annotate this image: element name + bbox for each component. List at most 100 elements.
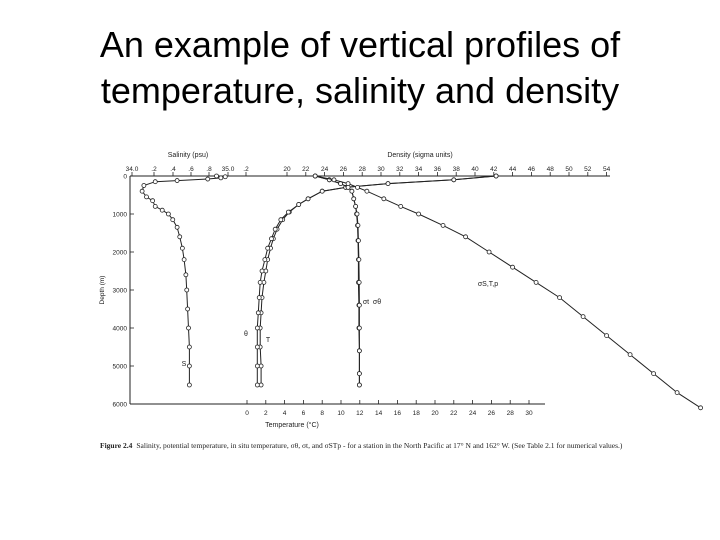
density-tick-label: 48 [547,166,555,173]
series-point-5 [345,181,351,187]
temperature-tick-label: 24 [469,410,477,417]
series-point-0 [152,203,158,209]
density-tick-label: 54 [603,166,611,173]
series-point-2 [278,217,284,223]
series-point-4 [351,196,357,202]
temperature-tick-label: 12 [356,410,364,417]
series-point-2 [451,177,457,183]
series-point-5 [312,173,318,179]
series-point-0 [185,306,191,312]
series-point-4 [356,382,362,388]
plot-frame [129,175,610,405]
temperature-tick-label: 4 [283,410,287,417]
density-tick-label: 52 [584,166,592,173]
series-point-2 [305,196,311,202]
density-tick-label: 22 [302,166,310,173]
series-point-5 [364,188,370,194]
series-point-4 [354,211,360,217]
series-point-2 [385,181,391,187]
series-point-5 [533,279,539,285]
series-point-2 [262,257,268,263]
density-tick-label: 20 [283,166,291,173]
density-tick-label: 24 [321,166,329,173]
slide-title-line-1: An example of vertical profiles of [99,24,621,65]
series-point-2 [319,188,325,194]
temperature-tick-label: 28 [507,410,515,417]
series-point-4 [356,302,362,308]
caption-text: Salinity, potential temperature, in situ… [136,441,623,450]
temperature-tick-label: 22 [450,410,458,417]
density-tick-label: 44 [509,166,517,173]
series-point-0 [150,198,156,204]
series-point-5 [580,314,586,320]
series-point-0 [174,178,180,183]
depth-tick-label: 1000 [113,212,128,219]
temperature-tick-label: 20 [431,410,439,417]
series-line-2 [256,175,497,385]
slide-title: An example of vertical profiles of tempe… [0,22,720,114]
series-point-4 [355,222,361,228]
density-tick-label: 50 [565,166,573,173]
series-point-2 [257,279,263,285]
series-point-0 [186,325,191,331]
series-point-4 [356,325,362,331]
series-point-5 [463,234,469,240]
series-point-2 [265,245,271,251]
series-point-5 [331,177,337,183]
density-tick-label: 38 [453,166,461,173]
series-point-2 [269,236,274,242]
density-axis-label: Density (sigma units) [387,152,452,159]
series-point-5 [355,184,360,190]
depth-tick-label: 4000 [113,326,128,333]
series-point-0 [186,344,192,350]
curve-annotation-3: σt [363,299,369,306]
series-point-4 [356,371,362,377]
density-tick-label: 32 [396,166,404,173]
series-point-0 [184,287,190,293]
salinity-tick-label: .2 [151,166,157,173]
series-point-2 [256,295,262,301]
temperature-tick-label: 10 [337,410,345,417]
series-point-0 [144,194,149,200]
series-point-2 [254,325,260,331]
series-point-0 [205,176,211,182]
series-point-5 [398,203,404,209]
series-point-0 [159,207,165,213]
series-point-5 [604,333,609,339]
density-tick-label: 36 [434,166,442,173]
series-point-4 [353,203,359,209]
ticks-layer [130,172,607,405]
curve-annotation-0: S [182,361,187,368]
series-line-5 [315,175,701,409]
series-line-4 [315,175,360,385]
series-point-2 [296,202,302,207]
depth-tick-label: 2000 [113,250,128,257]
series-point-5 [486,249,492,255]
series-point-0 [174,224,180,230]
series-point-2 [254,344,260,350]
series-point-0 [139,188,145,194]
curve-annotation-4: σθ [373,299,381,306]
curve-annotation-2: θ [244,331,248,338]
slide-title-line-2: temperature, salinity and density [100,70,620,111]
series-point-4 [356,238,361,244]
temperature-tick-label: 6 [302,410,306,417]
series-point-0 [170,217,176,223]
series-point-2 [255,310,261,316]
series-point-5 [557,295,562,301]
temperature-tick-label: 14 [375,410,383,417]
depth-tick-label: 6000 [113,402,128,409]
series-point-2 [272,226,278,232]
series-point-2 [254,382,260,388]
series-point-4 [356,257,362,263]
temperature-tick-label: 30 [525,410,533,417]
series-point-0 [183,272,189,278]
salinity-tick-label: 34.0 [126,166,139,173]
series-point-4 [356,279,362,285]
series-point-0 [165,211,171,217]
salinity-tick-label: 35.0 [222,166,235,173]
density-tick-label: 26 [340,166,348,173]
series-point-4 [356,348,362,354]
series-point-5 [510,264,515,270]
